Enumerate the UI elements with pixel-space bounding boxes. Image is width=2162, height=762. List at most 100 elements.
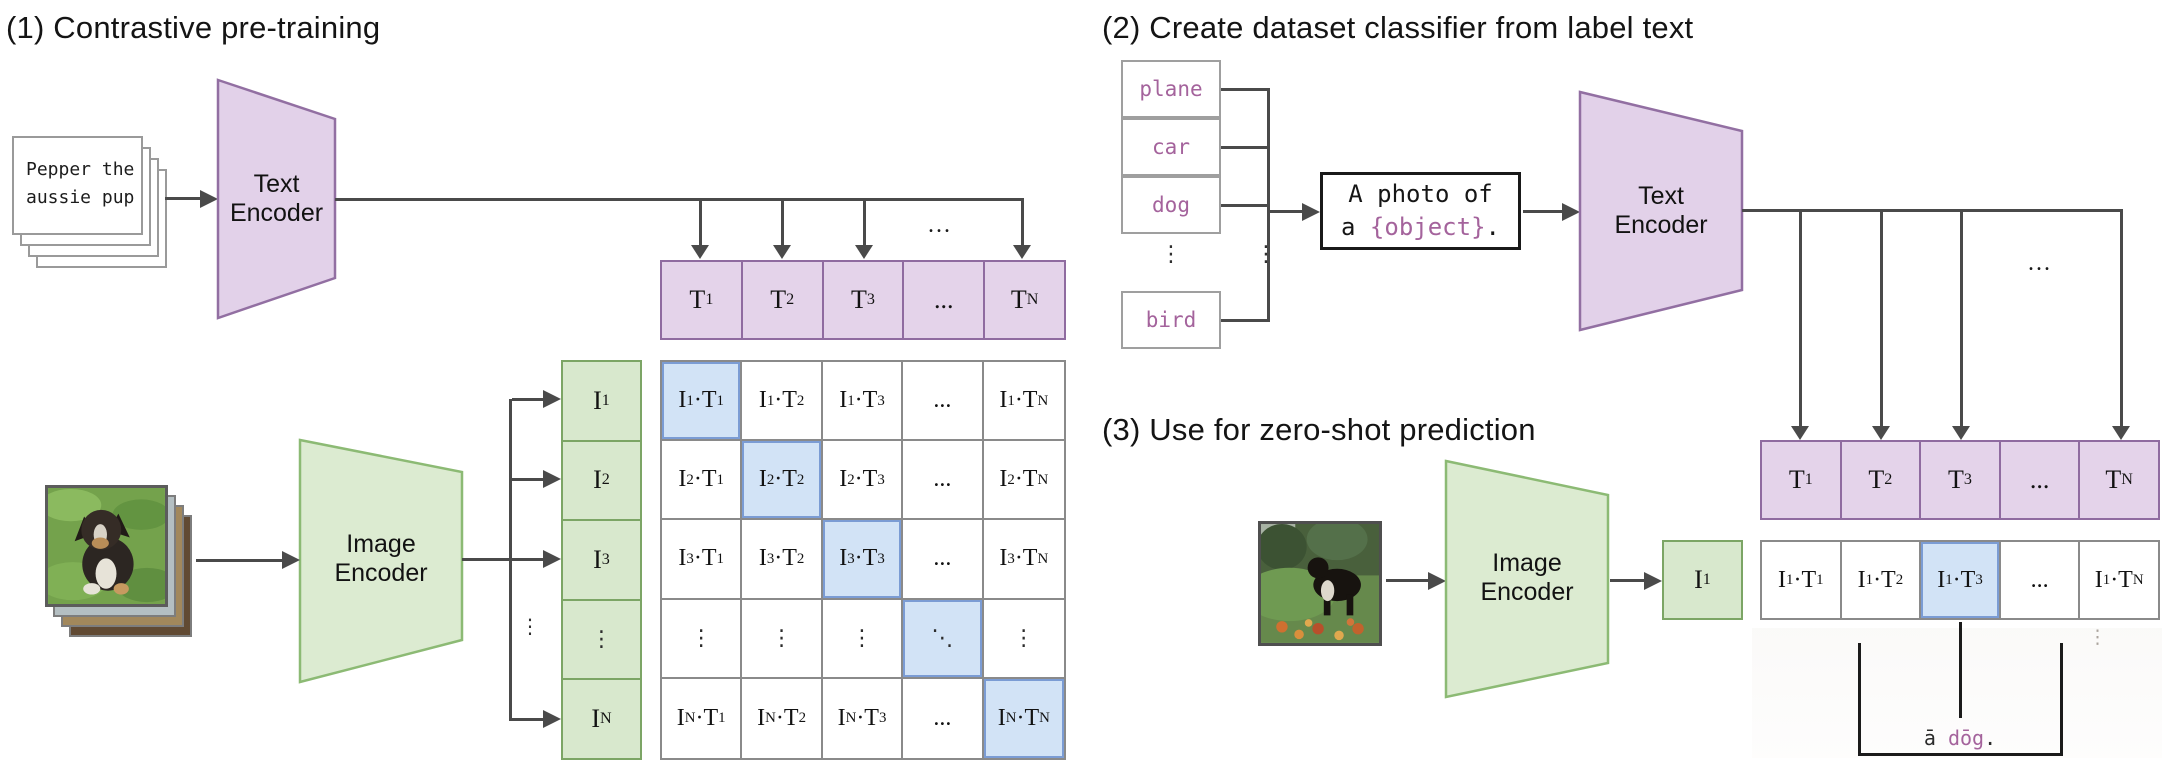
arrowhead-icon (1872, 426, 1890, 440)
arrow-text-to-encoder (165, 197, 205, 200)
text-encoder-label: Text Encoder (216, 170, 337, 228)
arrowhead-icon (1013, 245, 1031, 259)
fanout-stub-i2 (512, 478, 546, 481)
arrowhead-icon (1644, 572, 1662, 590)
arrowhead-icon (282, 551, 300, 569)
class-label-box: plane (1121, 60, 1221, 118)
text-embedding-bus-line (335, 198, 1024, 201)
prediction-suffix: . (1984, 726, 1997, 750)
score-cell-ellipsis: ... (1998, 542, 2079, 618)
matrix-cell: I 1 ·T 2 (742, 362, 823, 442)
matrix-cell: I 1 ·T 3 (822, 362, 904, 442)
matrix-cell: I 3 ·T N (983, 520, 1064, 600)
arrowhead-icon (543, 390, 561, 408)
arrowhead-icon (543, 550, 561, 568)
section2-title: (2) Create dataset classifier from label… (1102, 10, 1694, 45)
arrowhead-icon (1428, 572, 1446, 590)
matrix-cell-diagonal: I 3 ·T 3 (822, 520, 904, 600)
image-encoder-label: Image Encoder (298, 530, 464, 588)
text-input-line2: aussie pup (26, 187, 135, 208)
arrowhead-icon (1791, 426, 1809, 440)
arrowhead-icon (1302, 203, 1320, 221)
matrix-cell: I 1 ·T N (983, 362, 1064, 442)
puppy-photo (45, 485, 168, 607)
matrix-cell-dots: ⋮ (742, 599, 823, 679)
section3-title: (3) Use for zero-shot prediction (1102, 412, 1536, 447)
prompt-line2: a {object}. (1341, 211, 1500, 244)
vertical-dots-annotation: ⋮ (1160, 242, 1182, 267)
matrix-cell: ... (903, 362, 984, 442)
arrowhead-icon (1952, 426, 1970, 440)
section1-title: (1) Contrastive pre-training (6, 10, 381, 45)
prompt-object-token: {object} (1369, 213, 1486, 241)
prompt-line2-prefix: a (1341, 213, 1370, 241)
class-label-box: bird (1121, 291, 1221, 349)
label-connector (1221, 204, 1270, 207)
prediction-box-left-edge (1858, 643, 1861, 755)
matrix-cell: I N ·T 1 (662, 678, 743, 758)
matrix-cell-diagonal: I 1 ·T 1 (662, 362, 743, 442)
arrowhead-icon (200, 190, 218, 208)
arrow-encoder-to-i1 (1610, 579, 1646, 582)
image-encoder-label-line1: Image (1492, 549, 1562, 577)
drop-line-tn (2120, 211, 2123, 427)
text-encoder-label-line1: Text (1638, 182, 1684, 210)
matrix-cell-dots: ⋮ (662, 599, 743, 679)
prediction-prefix: ā (1923, 726, 1948, 750)
matrix-cell: I 3 ·T 2 (742, 520, 823, 600)
drop-line-tn (1021, 200, 1024, 246)
text-encoder-shape (1578, 90, 1744, 332)
arrowhead-icon (855, 245, 873, 259)
arrowhead-icon (691, 245, 709, 259)
faded-artifact-region (1752, 628, 2162, 758)
text-embedding-bus-line (1742, 209, 2123, 212)
arrowhead-icon (543, 470, 561, 488)
prediction-box-right-edge (2060, 643, 2063, 755)
arrow-prompt-to-encoder (1523, 210, 1566, 213)
fanout-stub-i1 (512, 398, 546, 401)
faint-dots-artifact: ⋮ (2088, 626, 2107, 648)
vertical-dots-annotation: ⋮ (520, 614, 540, 638)
t-cell-ellipsis: ... (1998, 442, 2079, 518)
drop-line-t1 (1799, 211, 1802, 427)
matrix-cell-dots: ⋮ (983, 600, 1064, 679)
matrix-cell-diagonal-dots: ⋱ (903, 599, 984, 679)
matrix-cell: ... (903, 678, 984, 758)
drop-line-t1 (699, 200, 702, 246)
prediction-text: ā dōg. (1872, 726, 2048, 750)
score-cell: I 1 ·T 1 (1778, 566, 1824, 593)
arrowhead-icon (1562, 203, 1580, 221)
matrix-cell-dots: ⋮ (822, 599, 904, 679)
drop-line-t2 (781, 200, 784, 246)
drop-line-t3 (863, 200, 866, 246)
arrow-photo-to-encoder (1386, 579, 1430, 582)
arrowhead-icon (2112, 426, 2130, 440)
t-cell-ellipsis: ... (902, 262, 983, 338)
similarity-matrix: I 1 ·T 1 I 1 ·T 2 I 1 ·T 3 ... I 1 ·T N I 2 ·T 1 I 2 ·T 2 … (660, 360, 1066, 760)
text-input-card (12, 136, 143, 235)
matrix-cell: I N ·T 2 (742, 678, 823, 758)
class-label-box: car (1121, 118, 1221, 176)
image-encoder-shape (298, 438, 464, 684)
matrix-cell: I 2 ·T 1 (662, 441, 743, 521)
image-encoder-label-line1: Image (346, 530, 416, 558)
prompt-line1: A photo of (1348, 180, 1493, 208)
zero-shot-score-row: I 1 ·T 1 I 1 ·T 2 I 1 ·T 3 ... I 1 ·T N (1760, 540, 2160, 620)
prediction-object: dōg (1947, 726, 1985, 750)
prompt-template-box: A photo of a {object}. (1320, 172, 1521, 250)
fanout-stub-in (512, 718, 546, 721)
